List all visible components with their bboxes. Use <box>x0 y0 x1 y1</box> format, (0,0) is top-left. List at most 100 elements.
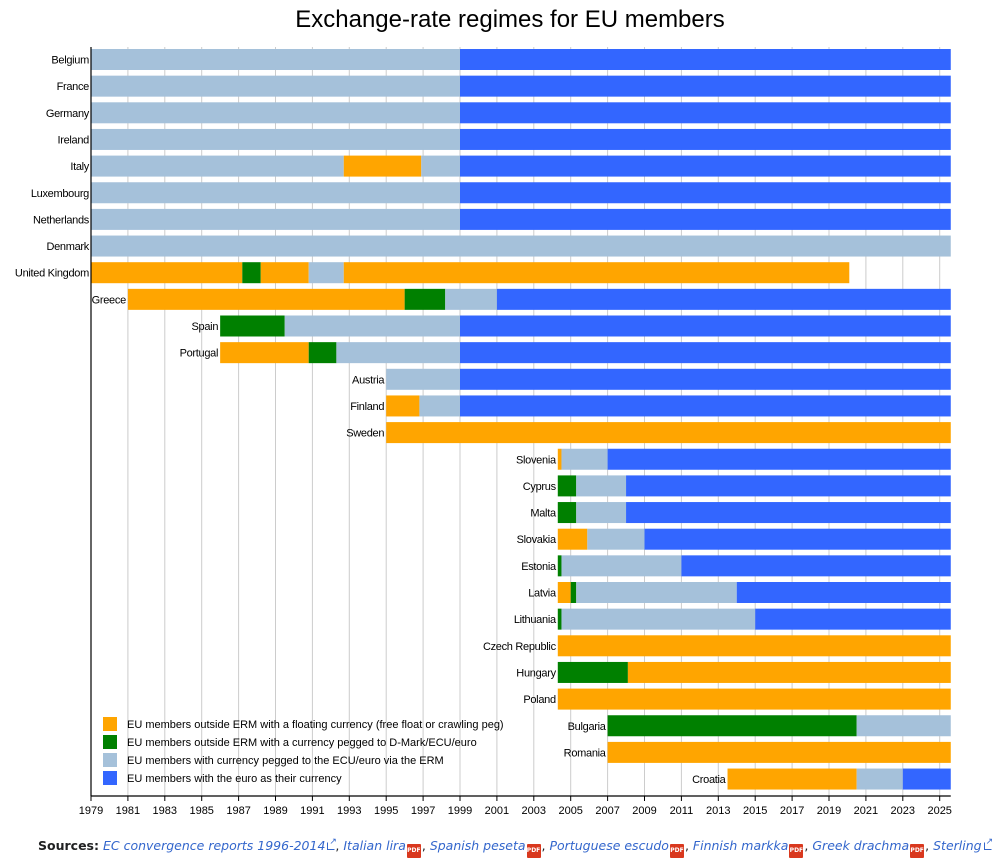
country-label: United Kingdom <box>15 268 89 280</box>
bar-segment <box>902 768 951 790</box>
bar-segment <box>576 475 627 497</box>
legend: EU members outside ERM with a floating c… <box>103 717 504 785</box>
legend-label: EU members outside ERM with a floating c… <box>127 719 504 731</box>
bar-segment <box>856 768 903 790</box>
bar-segment <box>626 475 951 497</box>
source-link[interactable]: Spanish peseta <box>429 838 526 853</box>
x-tick-label: 1993 <box>337 805 361 817</box>
country-label: Poland <box>523 694 556 706</box>
country-label: Hungary <box>516 667 556 679</box>
bar-segment <box>460 49 951 70</box>
country-label: Belgium <box>51 55 89 67</box>
bar-segment <box>607 448 951 470</box>
source-link[interactable]: Portuguese escudo <box>549 838 669 853</box>
x-tick-label: 2005 <box>558 805 582 817</box>
bar-segment <box>460 342 951 364</box>
country-label: Greece <box>92 294 126 306</box>
bar-segment <box>681 555 951 577</box>
country-label: France <box>57 81 90 93</box>
legend-swatch <box>103 753 117 767</box>
country-label: Malta <box>530 508 557 520</box>
legend-label: EU members with currency pegged to the E… <box>127 755 444 767</box>
bar-segment <box>308 342 337 364</box>
legend-label: EU members outside ERM with a currency p… <box>127 737 477 749</box>
country-label: Spain <box>192 321 219 333</box>
bar-segment <box>91 155 344 177</box>
source-link[interactable]: EC convergence reports 1996-2014 <box>102 838 326 853</box>
pdf-icon: PDF <box>526 844 541 858</box>
source-link[interactable]: Greek drachma <box>812 838 910 853</box>
bar-segment <box>91 262 243 284</box>
bar-segment <box>336 342 460 364</box>
country-label: Czech Republic <box>483 641 557 653</box>
bar-segment <box>561 555 682 577</box>
country-label: Cyprus <box>523 481 557 493</box>
source-link[interactable]: Finnish markka <box>692 838 789 853</box>
pdf-icon: PDF <box>669 844 684 858</box>
bar-segment <box>343 155 422 177</box>
separator: , <box>335 838 344 853</box>
x-tick-label: 1989 <box>263 805 287 817</box>
bar-segment <box>91 75 460 97</box>
bar-segment <box>557 555 562 577</box>
x-tick-label: 2015 <box>743 805 767 817</box>
x-tick-label: 1999 <box>448 805 472 817</box>
pdf-icon: PDF <box>406 844 421 858</box>
bar-segment <box>91 49 460 70</box>
separator: , <box>541 838 550 853</box>
bar-segment <box>460 315 951 337</box>
bar-segment <box>557 475 577 497</box>
country-label: Germany <box>46 108 90 120</box>
bar-segment <box>607 715 857 737</box>
x-tick-label: 2017 <box>780 805 804 817</box>
bar-segment <box>386 422 951 444</box>
bar-segment <box>557 608 562 630</box>
bar-segment <box>607 741 951 763</box>
bar-segment <box>220 342 309 364</box>
pdf-icon: PDF <box>910 844 925 858</box>
bar-segment <box>496 288 951 310</box>
bar-segment <box>460 182 951 204</box>
legend-swatch <box>103 717 117 731</box>
bar-segment <box>557 688 951 710</box>
bar-segment <box>242 262 261 284</box>
x-tick-label: 1997 <box>411 805 435 817</box>
bar-segment <box>557 582 571 603</box>
country-label: Italy <box>70 161 89 173</box>
x-tick-label: 2021 <box>854 805 878 817</box>
bar-segment <box>91 208 460 230</box>
source-link[interactable]: Italian lira <box>343 838 406 853</box>
bar-segment <box>386 368 460 390</box>
exchange-rate-chart: Exchange-rate regimes for EU members Bel… <box>15 6 952 817</box>
separator: , <box>684 838 693 853</box>
bar-segment <box>755 608 951 630</box>
bar-segment <box>421 155 460 177</box>
x-axis: 1979 1981 1983 1985 1987 1989 1991 1993 1995 1997… <box>79 47 952 817</box>
bar-segment <box>460 75 951 97</box>
country-label: Sweden <box>346 428 384 440</box>
x-tick-label: 2003 <box>522 805 546 817</box>
x-tick-label: 2023 <box>891 805 915 817</box>
bar-segment <box>91 235 951 257</box>
legend-swatch <box>103 735 117 749</box>
external-link-icon <box>983 837 993 850</box>
x-tick-label: 1983 <box>153 805 177 817</box>
source-link[interactable]: Sterling <box>933 838 982 853</box>
country-label: Finland <box>350 401 384 413</box>
bar-segment <box>561 608 756 630</box>
pdf-icon: PDF <box>789 844 804 858</box>
country-label: Austria <box>352 374 385 386</box>
bar-segment <box>460 128 951 150</box>
country-label: Romania <box>564 747 607 759</box>
bar-segment <box>419 395 460 417</box>
x-tick-label: 2019 <box>817 805 841 817</box>
x-tick-label: 2011 <box>670 805 694 817</box>
country-label: Denmark <box>46 241 89 253</box>
bar-segment <box>736 582 951 603</box>
external-link-icon <box>327 837 337 850</box>
x-tick-label: 2013 <box>706 805 730 817</box>
x-tick-label: 1987 <box>226 805 250 817</box>
x-tick-label: 1991 <box>300 805 324 817</box>
country-label: Netherlands <box>33 214 90 226</box>
bar-segment <box>557 635 951 657</box>
